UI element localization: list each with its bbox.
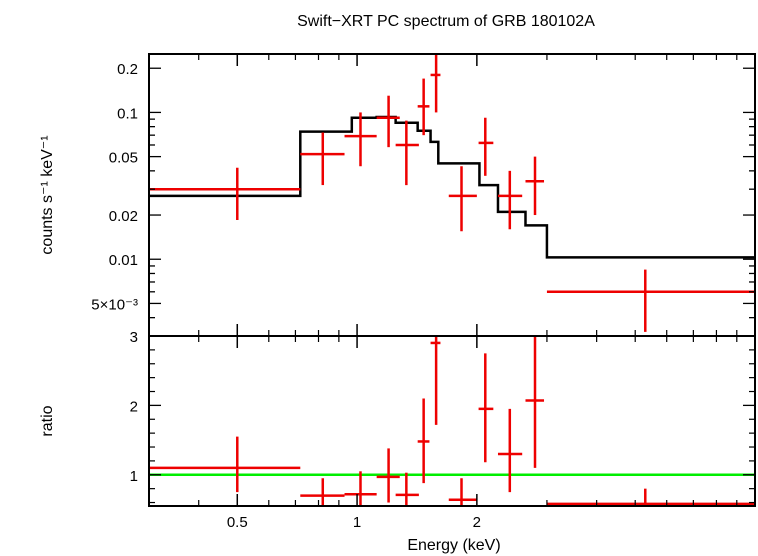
y-tick-label: 5×10⁻³ xyxy=(91,296,138,313)
data-point xyxy=(430,54,441,113)
spectrum-y-axis-label: counts s⁻¹ keV⁻¹ xyxy=(39,135,56,254)
data-point xyxy=(497,408,523,493)
data-point xyxy=(395,472,419,506)
data-point xyxy=(149,167,301,221)
data-point xyxy=(376,95,400,148)
ratio-y-ticks: 21 xyxy=(130,335,755,504)
data-point xyxy=(448,478,477,506)
data-point xyxy=(546,488,755,506)
y-tick-label: 0.01 xyxy=(109,252,138,269)
data-point xyxy=(430,336,441,425)
y-tick-label: 2 xyxy=(130,398,138,415)
y-tick-label: 3 xyxy=(130,329,138,346)
ratio-data-points xyxy=(149,336,755,506)
y-tick-label: 0.2 xyxy=(117,61,138,78)
data-point xyxy=(417,78,430,136)
data-point xyxy=(344,112,377,167)
y-tick-label: 0.02 xyxy=(109,208,138,225)
data-point xyxy=(300,132,345,186)
y-tick-label: 1 xyxy=(130,468,138,485)
spectrum-y-ticks: 0.2 0.1 0.05 0.02 0.01 5×10⁻³ 3 xyxy=(91,61,755,346)
data-point xyxy=(525,336,545,468)
ratio-x-ticks: 0.5 1 2 xyxy=(148,336,756,531)
data-point xyxy=(149,436,301,493)
ratio-panel: 21 0.5 1 2 ratio xyxy=(39,335,756,531)
y-tick-label: 0.1 xyxy=(117,105,138,122)
data-point xyxy=(344,471,377,506)
data-point xyxy=(497,170,523,230)
x-axis-label: Energy (keV) xyxy=(407,537,500,554)
model-curve-group xyxy=(149,115,755,259)
data-point xyxy=(395,120,419,186)
data-point xyxy=(478,117,494,176)
data-point xyxy=(525,156,545,216)
chart-title: Swift−XRT PC spectrum of GRB 180102A xyxy=(297,13,595,30)
x-tick-label: 1 xyxy=(353,514,361,531)
spectrum-data-points xyxy=(149,54,755,332)
data-point xyxy=(448,166,477,232)
data-point xyxy=(478,353,494,463)
data-point xyxy=(300,478,345,506)
data-point xyxy=(417,398,430,484)
data-point xyxy=(546,269,755,332)
x-tick-label: 0.5 xyxy=(227,514,248,531)
y-tick-label: 0.05 xyxy=(109,150,138,167)
ratio-y-axis-label: ratio xyxy=(39,405,56,436)
ratio-panel-frame xyxy=(148,335,756,507)
model-step-line xyxy=(149,115,755,259)
spectrum-panel: 0.2 0.1 0.05 0.02 0.01 5×10⁻³ 3 counts s⁻¹ keV… xyxy=(39,53,756,346)
x-tick-label: 2 xyxy=(473,514,481,531)
data-point xyxy=(376,448,400,503)
